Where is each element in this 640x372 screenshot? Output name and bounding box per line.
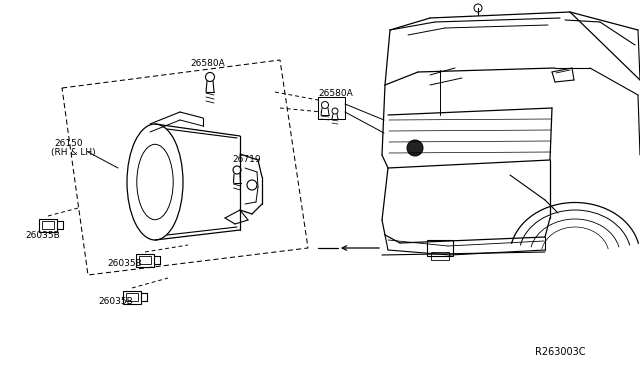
Bar [123,291,141,304]
Bar [42,221,54,229]
Bar [136,253,154,266]
Bar [427,240,453,256]
Bar [39,218,57,231]
Text: 26580A: 26580A [190,58,225,67]
Text: 26035B: 26035B [107,260,141,269]
Circle shape [407,140,423,156]
Text: 26150: 26150 [54,138,83,148]
Text: 26719: 26719 [232,155,260,164]
Text: R263003C: R263003C [535,347,586,357]
Text: 26035B: 26035B [98,296,132,305]
Bar [431,252,449,260]
Bar [139,256,151,264]
Text: (RH & LH): (RH & LH) [51,148,95,157]
Bar [318,97,345,119]
Text: 26035B: 26035B [25,231,60,240]
Bar [126,293,138,301]
Text: 26580A: 26580A [318,89,353,97]
